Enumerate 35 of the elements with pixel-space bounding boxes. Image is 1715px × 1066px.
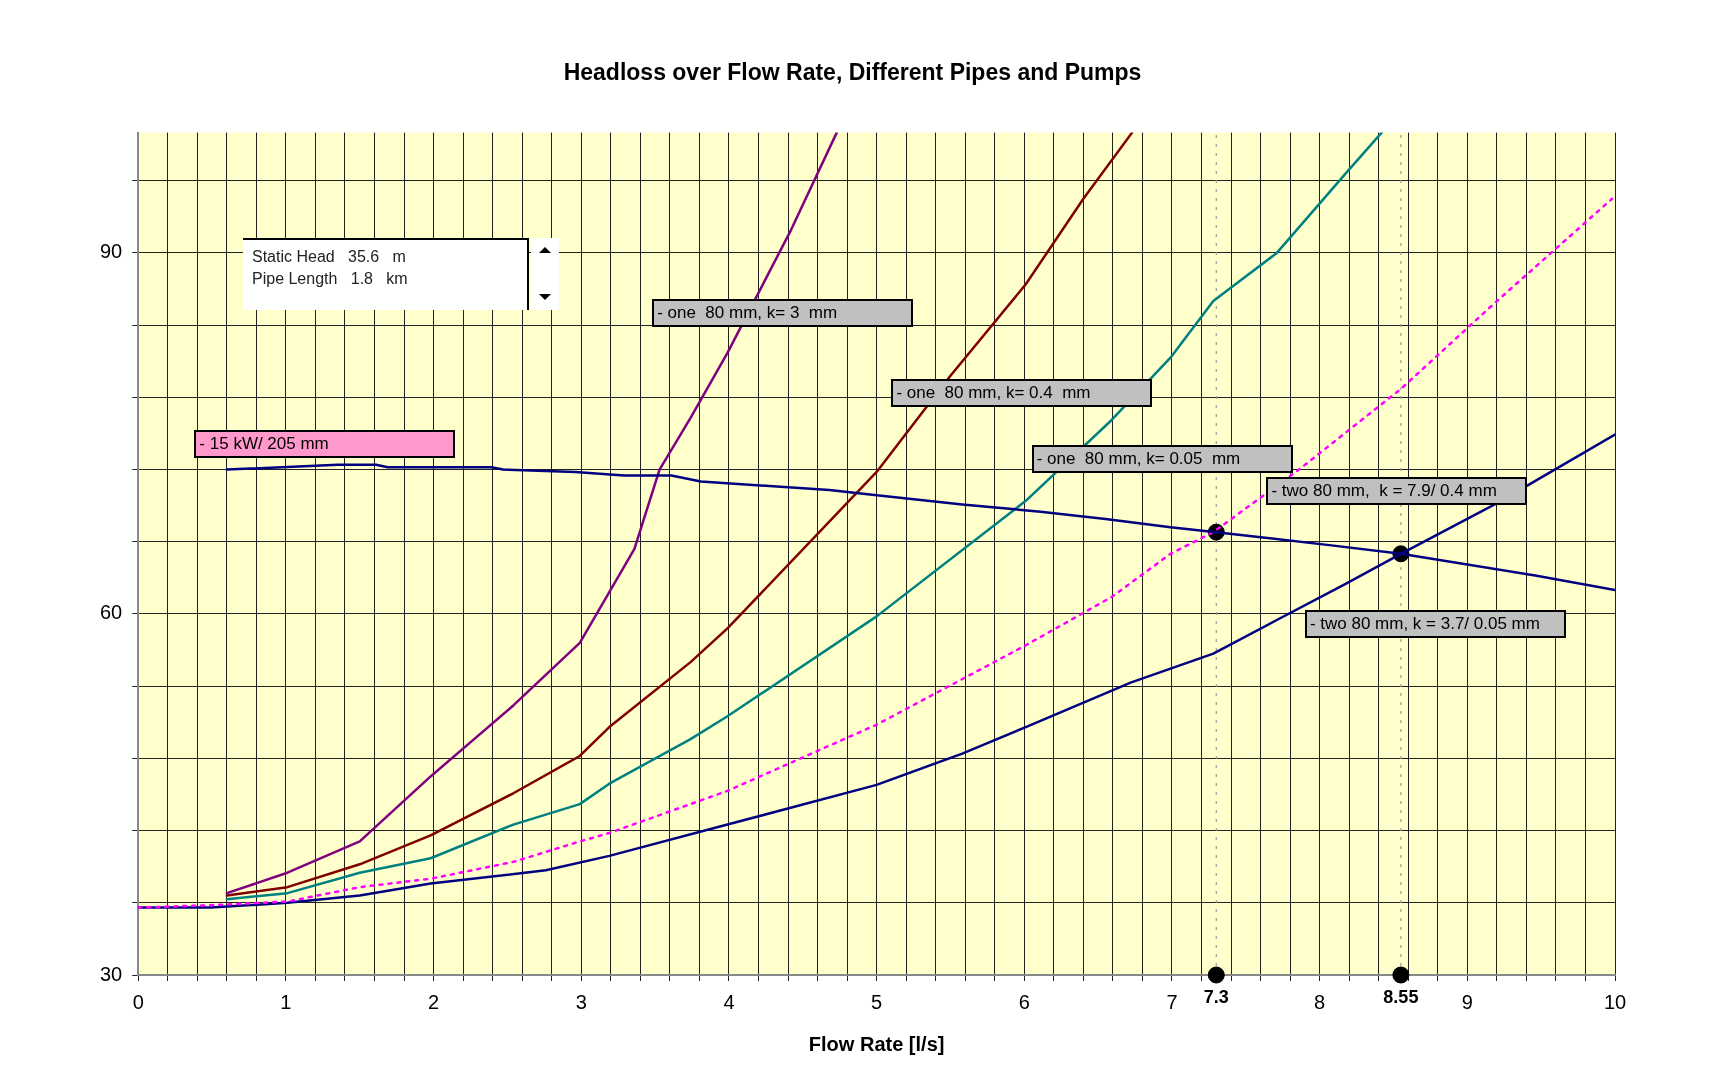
- series-label: - one 80 mm, k= 3 mm: [657, 302, 838, 322]
- callout-box: - one 80 mm, k= 0.05 mm: [1031, 445, 1293, 474]
- x-tick-label: 0: [132, 990, 144, 1013]
- callout-box: - one 80 mm, k= 0.4 mm: [891, 379, 1153, 408]
- y-tick-label: 30: [100, 962, 123, 985]
- annotation: Pipe Length 1.8 km: [252, 269, 409, 289]
- callout-box: - two 80 mm, k = 3.7/ 0.05 mm: [1304, 610, 1566, 639]
- x-tick-label: 9: [1461, 990, 1473, 1013]
- y-tick-label: 60: [100, 601, 123, 624]
- callout-box: - two 80 mm, k = 7.9/ 0.4 mm: [1266, 476, 1528, 505]
- series-label: - one 80 mm, k= 0.05 mm: [1036, 449, 1241, 469]
- chart-title: Headloss over Flow Rate, Different Pipes and Pumps: [563, 59, 1142, 86]
- x-tick-label: 6: [1018, 990, 1030, 1013]
- series-label: - 15 kW/ 205 mm: [199, 433, 329, 453]
- ref-line-label: 8.55: [1383, 986, 1419, 1007]
- x-tick-label: 7: [1166, 990, 1178, 1013]
- ref-line-label: 7.3: [1203, 986, 1229, 1007]
- x-tick-label: 10: [1603, 990, 1627, 1013]
- annotation: Static Head 35.6 m: [252, 247, 407, 267]
- callout-box: - 15 kW/ 205 mm: [194, 429, 456, 458]
- x-tick-label: 5: [871, 990, 883, 1013]
- x-tick-label: 2: [428, 990, 440, 1013]
- x-axis-title: Flow Rate [l/s]: [808, 1032, 945, 1055]
- point: [1207, 966, 1225, 984]
- text-box: Static Head 35.6 m Pipe Length 1.8 km: [243, 238, 529, 310]
- series-label: - two 80 mm, k = 7.9/ 0.4 mm: [1271, 480, 1497, 500]
- x-tick-label: 3: [575, 990, 587, 1013]
- x-tick-label: 1: [280, 990, 292, 1013]
- x-tick-label: 4: [723, 990, 735, 1013]
- callout-box: - one 80 mm, k= 3 mm: [652, 298, 914, 327]
- series-label: - two 80 mm, k = 3.7/ 0.05 mm: [1309, 614, 1540, 634]
- series-label: - one 80 mm, k= 0.4 mm: [896, 383, 1091, 403]
- y-tick-label: 90: [100, 240, 123, 263]
- point: [1392, 966, 1410, 984]
- x-tick-label: 8: [1314, 990, 1326, 1013]
